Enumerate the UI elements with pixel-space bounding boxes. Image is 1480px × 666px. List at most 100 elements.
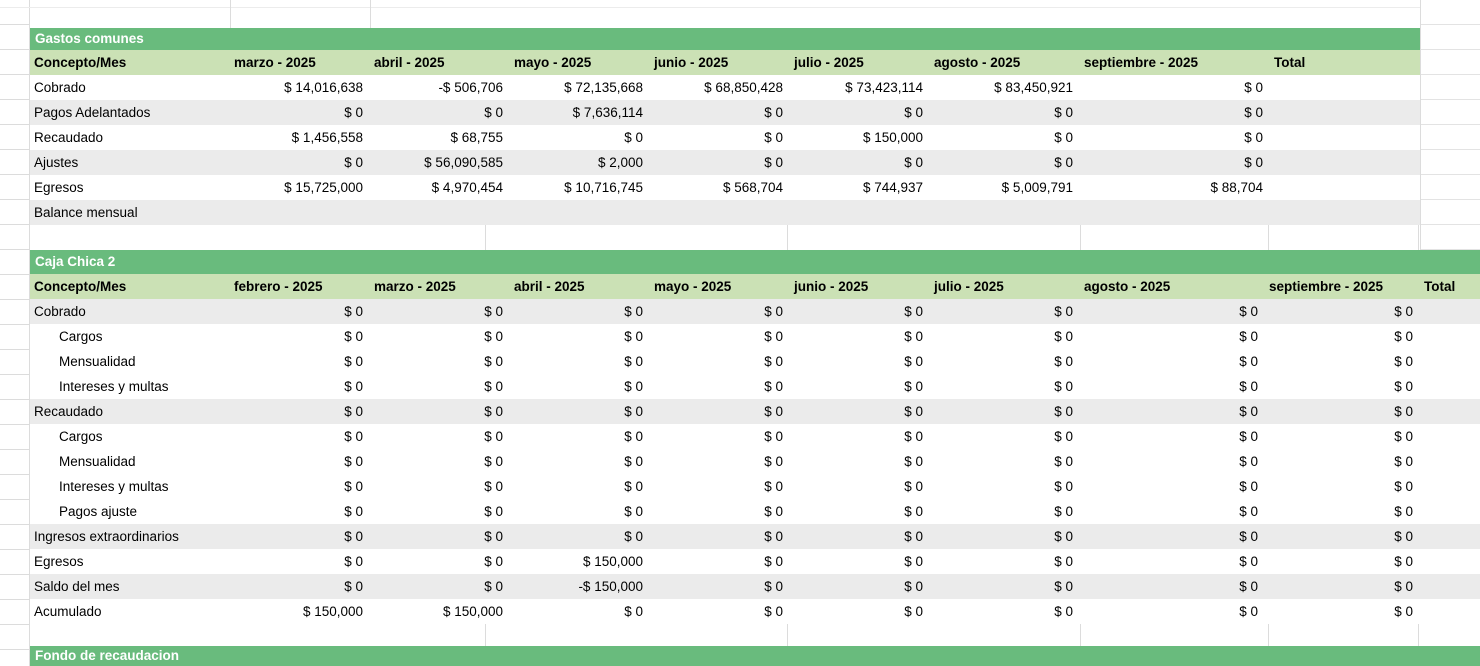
value-cell[interactable]: $ 10,716,745 <box>564 180 643 195</box>
row-label-cell[interactable]: Ajustes <box>34 155 79 170</box>
value-cell[interactable]: $ 0 <box>1239 479 1258 494</box>
value-cell[interactable]: $ 0 <box>904 404 923 419</box>
value-cell[interactable]: $ 0 <box>904 604 923 619</box>
value-cell[interactable]: $ 0 <box>1054 529 1073 544</box>
row-label-cell[interactable]: Mensualidad <box>59 454 136 469</box>
row-label-cell[interactable]: Cargos <box>59 429 103 444</box>
value-cell[interactable] <box>1270 125 1420 150</box>
value-cell[interactable]: $ 150,000 <box>862 130 923 145</box>
value-cell[interactable]: $ 0 <box>1394 454 1413 469</box>
value-cell[interactable] <box>1420 449 1480 474</box>
value-cell[interactable]: $ 0 <box>904 155 923 170</box>
value-cell[interactable]: $ 0 <box>484 504 503 519</box>
value-cell[interactable] <box>790 200 930 225</box>
empty-cells-right[interactable] <box>1420 0 1480 250</box>
column-header[interactable]: junio - 2025 <box>654 55 729 70</box>
row-label-cell[interactable]: Acumulado <box>34 604 102 619</box>
empty-row[interactable] <box>30 225 1480 250</box>
row-label-cell[interactable]: Cobrado <box>34 304 86 319</box>
value-cell[interactable] <box>1420 299 1480 324</box>
value-cell[interactable]: $ 0 <box>344 479 363 494</box>
value-cell[interactable]: $ 0 <box>1239 529 1258 544</box>
row-label-cell[interactable]: Recaudado <box>34 404 104 419</box>
value-cell[interactable]: $ 0 <box>1054 479 1073 494</box>
value-cell[interactable]: $ 0 <box>764 329 783 344</box>
value-cell[interactable]: $ 0 <box>1394 354 1413 369</box>
value-cell[interactable]: $ 0 <box>484 304 503 319</box>
value-cell[interactable]: $ 0 <box>1394 404 1413 419</box>
value-cell[interactable]: $ 0 <box>484 579 503 594</box>
value-cell[interactable]: $ 0 <box>624 354 643 369</box>
value-cell[interactable]: $ 15,725,000 <box>284 180 363 195</box>
value-cell[interactable]: $ 5,009,791 <box>1001 180 1073 195</box>
value-cell[interactable] <box>230 200 370 225</box>
value-cell[interactable]: $ 0 <box>624 304 643 319</box>
value-cell[interactable] <box>1080 200 1270 225</box>
row-label-cell[interactable]: Mensualidad <box>59 354 136 369</box>
value-cell[interactable] <box>1270 200 1420 225</box>
value-cell[interactable]: $ 0 <box>1394 529 1413 544</box>
value-cell[interactable]: $ 0 <box>344 354 363 369</box>
value-cell[interactable]: $ 0 <box>764 105 783 120</box>
value-cell[interactable]: $ 0 <box>484 404 503 419</box>
value-cell[interactable]: $ 0 <box>1244 105 1263 120</box>
value-cell[interactable]: $ 150,000 <box>582 554 643 569</box>
value-cell[interactable] <box>1420 374 1480 399</box>
value-cell[interactable]: $ 0 <box>764 579 783 594</box>
value-cell[interactable]: $ 0 <box>1054 554 1073 569</box>
value-cell[interactable]: $ 0 <box>624 454 643 469</box>
value-cell[interactable]: $ 0 <box>484 454 503 469</box>
value-cell[interactable]: $ 0 <box>1054 504 1073 519</box>
value-cell[interactable]: $ 0 <box>904 454 923 469</box>
value-cell[interactable]: $ 0 <box>1239 404 1258 419</box>
empty-row[interactable] <box>30 624 1480 646</box>
column-header[interactable]: Total <box>1424 279 1456 294</box>
value-cell[interactable]: $ 0 <box>1394 429 1413 444</box>
value-cell[interactable]: $ 14,016,638 <box>284 80 363 95</box>
value-cell[interactable] <box>1270 150 1420 175</box>
table-title-banner[interactable]: Gastos comunes <box>30 28 1420 50</box>
value-cell[interactable]: $ 0 <box>904 354 923 369</box>
value-cell[interactable]: $ 4,970,454 <box>431 180 503 195</box>
value-cell[interactable]: $ 0 <box>484 379 503 394</box>
value-cell[interactable]: $ 0 <box>624 604 643 619</box>
top-empty-cells[interactable] <box>0 0 1480 28</box>
value-cell[interactable]: $ 0 <box>904 329 923 344</box>
value-cell[interactable]: $ 0 <box>904 304 923 319</box>
value-cell[interactable]: $ 0 <box>344 379 363 394</box>
value-cell[interactable]: $ 0 <box>624 130 643 145</box>
value-cell[interactable] <box>1420 499 1480 524</box>
value-cell[interactable]: $ 0 <box>1054 604 1073 619</box>
row-label-cell[interactable]: Egresos <box>34 554 84 569</box>
value-cell[interactable] <box>1420 424 1480 449</box>
value-cell[interactable]: $ 0 <box>1054 454 1073 469</box>
value-cell[interactable]: $ 68,850,428 <box>704 80 783 95</box>
column-header[interactable]: mayo - 2025 <box>654 279 732 294</box>
value-cell[interactable]: $ 7,636,114 <box>572 105 643 120</box>
value-cell[interactable]: $ 0 <box>1394 604 1413 619</box>
value-cell[interactable]: $ 0 <box>1239 429 1258 444</box>
value-cell[interactable]: $ 0 <box>484 529 503 544</box>
value-cell[interactable]: $ 150,000 <box>302 604 363 619</box>
column-header[interactable]: septiembre - 2025 <box>1269 279 1384 294</box>
value-cell[interactable]: $ 0 <box>1394 504 1413 519</box>
value-cell[interactable] <box>1420 399 1480 424</box>
value-cell[interactable]: $ 0 <box>1244 130 1263 145</box>
value-cell[interactable]: $ 0 <box>1054 130 1073 145</box>
value-cell[interactable]: $ 0 <box>624 529 643 544</box>
value-cell[interactable]: $ 0 <box>1394 304 1413 319</box>
value-cell[interactable]: $ 0 <box>1239 604 1258 619</box>
value-cell[interactable]: $ 56,090,585 <box>424 155 503 170</box>
value-cell[interactable]: $ 0 <box>1239 379 1258 394</box>
row-label-cell[interactable]: Cobrado <box>34 80 86 95</box>
value-cell[interactable] <box>1420 574 1480 599</box>
value-cell[interactable]: $ 72,135,668 <box>564 80 643 95</box>
value-cell[interactable] <box>1270 100 1420 125</box>
value-cell[interactable]: $ 0 <box>1054 379 1073 394</box>
value-cell[interactable]: $ 0 <box>1394 379 1413 394</box>
table-title-banner[interactable]: Fondo de recaudacion <box>30 646 1480 666</box>
value-cell[interactable]: $ 0 <box>624 404 643 419</box>
value-cell[interactable]: $ 83,450,921 <box>994 80 1073 95</box>
value-cell[interactable]: -$ 150,000 <box>578 579 643 594</box>
value-cell[interactable] <box>1420 549 1480 574</box>
